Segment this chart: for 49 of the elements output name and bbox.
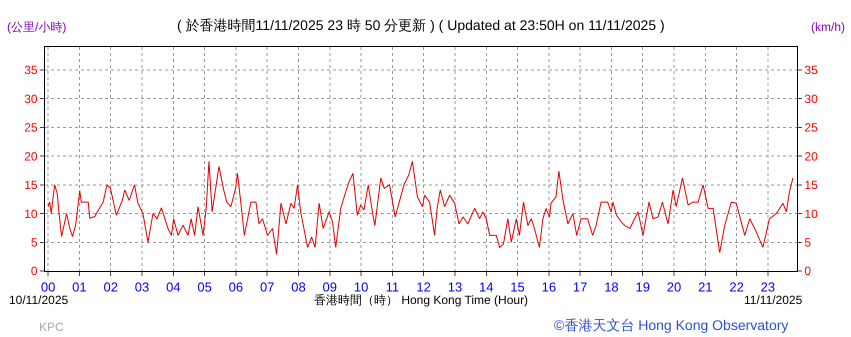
x-tick-label: 13 xyxy=(448,280,462,295)
y2-tick-label: 35 xyxy=(804,63,818,78)
x-axis-title: 香港時間（時） Hong Kong Time (Hour) xyxy=(314,293,528,307)
y-tick-label: 0 xyxy=(30,264,38,278)
y-tick-label: 5 xyxy=(30,235,38,250)
x-tick-label: 09 xyxy=(322,280,338,295)
y-tick-label: 30 xyxy=(24,92,38,106)
x-tick-label: 11 xyxy=(386,280,400,295)
x-tick-label: 18 xyxy=(604,280,619,295)
line-series xyxy=(48,160,794,255)
x-tick-label: 07 xyxy=(260,280,274,295)
text: ©香港天文台 Hong Kong Observatory xyxy=(554,317,788,333)
y-tick-label: 20 xyxy=(24,149,38,164)
x-tick-label: 06 xyxy=(228,280,244,295)
y2-tick-label: 5 xyxy=(804,235,812,250)
y-axis-title: (公里/小時) xyxy=(7,20,66,34)
text: 10/11/2025 xyxy=(9,293,68,307)
x-tick-label: 19 xyxy=(635,280,650,295)
x-tick-label: 08 xyxy=(291,280,306,295)
text: 11/11/2025 xyxy=(744,293,803,307)
x-tick-label: 10 xyxy=(354,280,368,295)
x-tick-label: 14 xyxy=(479,280,494,295)
text: KPC xyxy=(39,320,64,334)
x-tick-label: 20 xyxy=(666,280,682,295)
y2-tick-label: 20 xyxy=(804,149,818,164)
y2-tick-label: 10 xyxy=(804,206,818,221)
x-tick-label: 16 xyxy=(542,280,556,295)
y-tick-label: 10 xyxy=(24,206,38,221)
y-tick-label: 25 xyxy=(24,120,38,135)
x-tick-label: 12 xyxy=(416,280,431,295)
y2-tick-label: 25 xyxy=(804,120,818,135)
chart-title: ( 於香港時間11/11/2025 23 時 50 分更新 ) ( Updated at 23:50H on 11/11/2025 ) xyxy=(177,17,665,33)
x-tick-label: 21 xyxy=(698,280,713,295)
x-tick-label: 15 xyxy=(510,280,525,295)
x-tick-label: 01 xyxy=(72,280,87,295)
x-tick-label: 17 xyxy=(572,280,588,295)
x-tick-label: 04 xyxy=(166,280,181,295)
x-tick-label: 23 xyxy=(760,280,776,295)
x-tick-label: 22 xyxy=(729,280,744,295)
y2-tick-label: 30 xyxy=(804,92,818,106)
x-tick-label: 05 xyxy=(197,280,212,295)
x-tick-label: 00 xyxy=(40,280,56,295)
x-tick-label: 02 xyxy=(103,280,118,295)
x-tick-label: 03 xyxy=(134,280,150,295)
y2-tick-label: 15 xyxy=(804,178,818,192)
y2-axis-title: (km/h) xyxy=(811,20,845,34)
y-tick-label: 15 xyxy=(24,178,38,192)
y2-tick-label: 0 xyxy=(804,264,812,278)
y-tick-label: 35 xyxy=(24,63,38,78)
